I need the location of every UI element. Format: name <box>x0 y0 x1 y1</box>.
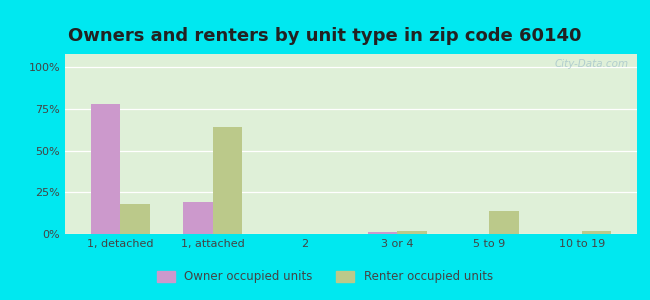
Bar <box>120 204 150 234</box>
Bar <box>489 211 519 234</box>
Bar <box>213 127 242 234</box>
Bar <box>582 231 611 234</box>
Legend: Owner occupied units, Renter occupied units: Owner occupied units, Renter occupied un… <box>153 266 497 288</box>
Text: City-Data.com: City-Data.com <box>554 59 629 69</box>
Bar <box>183 202 213 234</box>
Text: Owners and renters by unit type in zip code 60140: Owners and renters by unit type in zip c… <box>68 27 582 45</box>
Bar <box>397 231 426 234</box>
Bar <box>368 232 397 234</box>
Bar <box>91 104 120 234</box>
